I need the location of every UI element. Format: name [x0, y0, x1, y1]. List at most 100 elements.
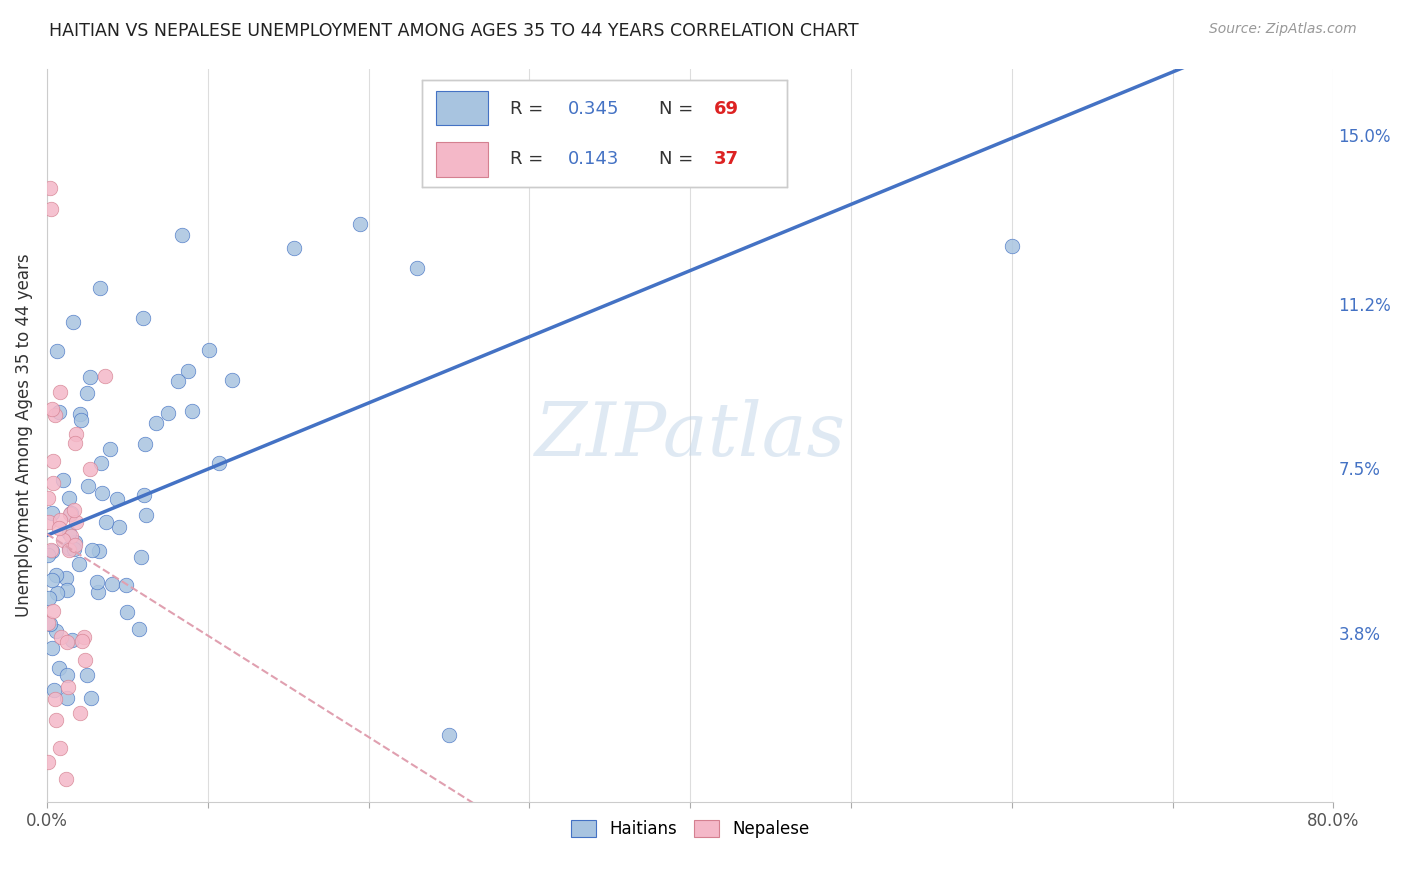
- Point: [198, 343, 221, 357]
- Point: [58, 541, 80, 555]
- Text: R =: R =: [509, 151, 548, 169]
- Point: [45, 713, 67, 727]
- Text: 0.345: 0.345: [568, 100, 620, 118]
- Point: [65, 427, 87, 442]
- Point: [62, 503, 84, 517]
- Point: [60, 632, 83, 647]
- Point: [44, 624, 66, 639]
- Point: [39, 202, 62, 216]
- Point: [38, 616, 60, 631]
- Point: [73, 653, 96, 667]
- Point: [76, 668, 98, 682]
- Point: [55, 691, 77, 706]
- Point: [42, 604, 65, 618]
- Point: [129, 549, 152, 564]
- Point: [45, 567, 67, 582]
- Point: [65, 436, 87, 450]
- Point: [48, 661, 70, 675]
- Point: [58, 526, 80, 541]
- Point: [41, 544, 63, 558]
- Point: [117, 605, 139, 619]
- Point: [405, 261, 427, 276]
- Point: [55, 571, 77, 585]
- Text: R =: R =: [509, 100, 548, 118]
- Point: [41, 507, 63, 521]
- Point: [180, 403, 202, 417]
- Point: [46, 586, 69, 600]
- Point: [87, 584, 110, 599]
- Point: [41, 402, 63, 417]
- Point: [93, 369, 115, 384]
- Text: Source: ZipAtlas.com: Source: ZipAtlas.com: [1209, 22, 1357, 37]
- Point: [58, 491, 80, 506]
- Point: [63, 535, 86, 549]
- Text: ZIPatlas: ZIPatlas: [534, 399, 845, 471]
- Point: [56, 634, 79, 648]
- Point: [176, 364, 198, 378]
- Point: [62, 315, 84, 329]
- Point: [72, 630, 94, 644]
- Point: [38, 591, 60, 606]
- Point: [42, 454, 65, 468]
- Point: [39, 181, 62, 195]
- Point: [349, 217, 371, 231]
- Point: [59, 507, 82, 521]
- Point: [48, 385, 70, 400]
- Point: [37, 755, 59, 769]
- Text: 69: 69: [714, 100, 740, 118]
- Point: [60, 529, 83, 543]
- Point: [49, 740, 72, 755]
- FancyBboxPatch shape: [436, 143, 488, 177]
- Point: [208, 456, 231, 470]
- Point: [76, 386, 98, 401]
- Point: [77, 479, 100, 493]
- Point: [56, 583, 79, 598]
- Text: HAITIAN VS NEPALESE UNEMPLOYMENT AMONG AGES 35 TO 44 YEARS CORRELATION CHART: HAITIAN VS NEPALESE UNEMPLOYMENT AMONG A…: [49, 22, 859, 40]
- Point: [91, 486, 114, 500]
- Point: [90, 456, 112, 470]
- Text: N =: N =: [659, 151, 699, 169]
- Point: [56, 680, 79, 694]
- Point: [79, 370, 101, 384]
- Point: [37, 491, 59, 505]
- Point: [283, 241, 305, 255]
- Point: [80, 542, 103, 557]
- Point: [132, 488, 155, 502]
- Point: [41, 476, 63, 491]
- Y-axis label: Unemployment Among Ages 35 to 44 years: Unemployment Among Ages 35 to 44 years: [15, 253, 32, 617]
- Point: [37, 616, 59, 631]
- Point: [48, 405, 70, 419]
- Point: [55, 772, 77, 787]
- Point: [132, 310, 155, 325]
- Text: N =: N =: [659, 100, 699, 118]
- Point: [52, 473, 75, 487]
- Point: [41, 641, 63, 656]
- Point: [86, 575, 108, 590]
- Point: [60, 506, 83, 520]
- Point: [89, 280, 111, 294]
- Point: [48, 521, 70, 535]
- Point: [101, 577, 124, 591]
- Point: [1001, 239, 1024, 253]
- Point: [157, 406, 180, 420]
- Point: [49, 513, 72, 527]
- Point: [49, 630, 72, 644]
- Point: [167, 374, 190, 388]
- Text: 0.143: 0.143: [568, 151, 620, 169]
- FancyBboxPatch shape: [436, 91, 488, 125]
- Point: [98, 442, 121, 457]
- Point: [69, 407, 91, 421]
- Point: [70, 634, 93, 648]
- Point: [70, 413, 93, 427]
- Point: [135, 508, 157, 522]
- Point: [221, 372, 243, 386]
- Point: [44, 692, 66, 706]
- Legend: Haitians, Nepalese: Haitians, Nepalese: [564, 813, 815, 845]
- Point: [128, 622, 150, 636]
- Point: [108, 520, 131, 534]
- Point: [94, 515, 117, 529]
- Point: [39, 543, 62, 558]
- Point: [44, 408, 66, 422]
- Point: [37, 549, 59, 563]
- Point: [437, 728, 460, 742]
